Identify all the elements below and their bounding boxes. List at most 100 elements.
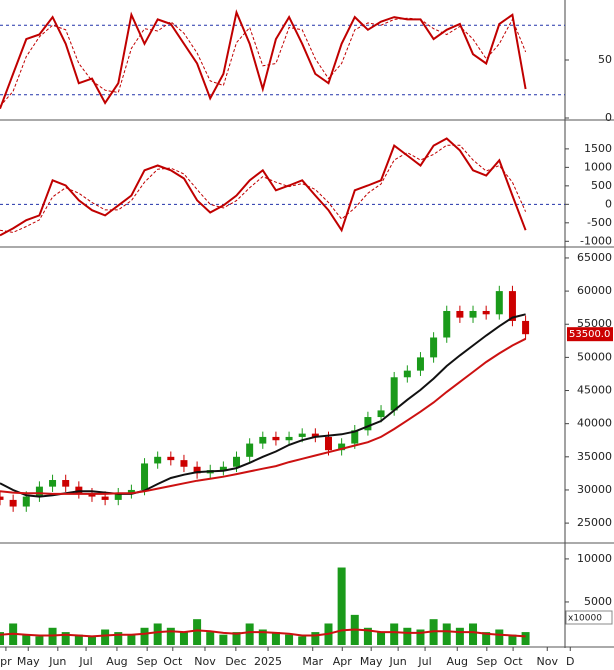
x-tick-label: May <box>360 655 383 668</box>
panel <box>0 137 565 237</box>
volume-bar <box>153 623 162 645</box>
volume-bar <box>403 627 412 645</box>
candle-body <box>22 496 30 507</box>
last-price-box <box>567 327 613 342</box>
x-tick-label: Jun <box>389 655 407 668</box>
candle-body <box>62 480 70 487</box>
volume-bar <box>127 634 136 645</box>
y-tick-label: 50 <box>598 53 612 66</box>
candle-body <box>141 463 149 490</box>
candle-body <box>219 466 227 471</box>
x-tick-label: 2025 <box>254 655 282 668</box>
candle-body <box>101 496 109 500</box>
volume-bar <box>61 632 70 645</box>
x-tick-label: Oct <box>163 655 183 668</box>
candle-body <box>443 310 451 338</box>
panel <box>0 9 565 110</box>
candle-body <box>338 443 346 451</box>
volume-bar <box>377 632 386 645</box>
candle-body <box>285 436 293 441</box>
volume-bar <box>232 632 241 645</box>
volume-bar <box>35 636 44 645</box>
x-tick-label: Aug <box>106 655 127 668</box>
last-price-label: 53500.0 <box>569 329 610 340</box>
series-line <box>0 313 526 498</box>
candle-body <box>246 443 254 457</box>
candle-body <box>167 456 175 461</box>
candle-body <box>469 310 477 318</box>
panel <box>0 567 530 645</box>
y-tick-label: 65000 <box>577 251 612 264</box>
x-tick-label: Mar <box>302 655 323 668</box>
candle-body <box>403 370 411 378</box>
candle-body <box>35 486 43 497</box>
candle-body <box>456 310 464 318</box>
y-tick-label: 55000 <box>577 317 612 330</box>
volume-bar <box>495 629 504 645</box>
unit-box <box>565 610 613 625</box>
candle-body <box>154 456 162 464</box>
volume-bar <box>193 619 202 645</box>
candle-body <box>522 320 530 335</box>
y-tick-label: 40000 <box>577 417 612 430</box>
x-tick-label: Nov <box>194 655 216 668</box>
y-tick-label: 5000 <box>584 595 612 608</box>
volume-bar <box>22 634 31 645</box>
volume-bar <box>258 629 267 645</box>
volume-bar <box>469 623 478 645</box>
candle-body <box>0 496 4 500</box>
candle-body <box>430 337 438 358</box>
x-tick-label: Aug <box>447 655 468 668</box>
candle-body <box>298 433 306 437</box>
volume-bar <box>337 567 346 645</box>
candle-body <box>233 456 241 467</box>
y-tick-label: 1000 <box>584 160 612 173</box>
candle-body <box>114 493 122 500</box>
candle-body <box>272 436 280 441</box>
series-line <box>0 17 527 107</box>
candle-body <box>75 486 83 494</box>
candle-body <box>377 410 385 418</box>
x-tick-label: Jul <box>78 655 92 668</box>
y-tick-label: 0 <box>605 111 612 124</box>
y-tick-label: 1500 <box>584 142 612 155</box>
x-tick-label: Jul <box>417 655 431 668</box>
candle-body <box>351 430 359 444</box>
x-tick-label: May <box>17 655 40 668</box>
x-tick-label: Nov <box>537 655 559 668</box>
y-tick-label: 25000 <box>577 516 612 529</box>
x-tick-label: Sep <box>137 655 158 668</box>
candle-body <box>495 291 503 315</box>
candle-body <box>259 436 267 444</box>
series-line <box>0 144 527 233</box>
volume-bar <box>140 627 149 645</box>
volume-bar <box>0 632 4 645</box>
volume-bar <box>298 636 307 645</box>
volume-bar <box>311 632 320 645</box>
y-tick-label: 10000 <box>577 552 612 565</box>
candle-body <box>324 436 332 451</box>
x-tick-label: Oct <box>504 655 524 668</box>
volume-bar <box>482 632 491 645</box>
series-line <box>0 337 527 495</box>
candle-body <box>364 417 372 431</box>
volume-bar <box>87 636 96 645</box>
y-tick-label: -1000 <box>580 234 612 247</box>
candle-body <box>49 480 57 487</box>
series-line <box>0 9 527 110</box>
candle-body <box>482 310 490 315</box>
unit-label: x10000 <box>568 614 602 624</box>
volume-bar <box>101 629 110 645</box>
volume-bar <box>508 634 517 645</box>
volume-bar <box>285 634 294 645</box>
volume-bar <box>390 623 399 645</box>
y-tick-label: 60000 <box>577 284 612 297</box>
volume-bar <box>271 632 280 645</box>
candle-body <box>416 357 424 371</box>
volume-bar <box>74 634 83 645</box>
volume-bar <box>455 627 464 645</box>
series-line <box>0 137 527 237</box>
panel <box>0 285 530 512</box>
candle-body <box>508 291 516 321</box>
